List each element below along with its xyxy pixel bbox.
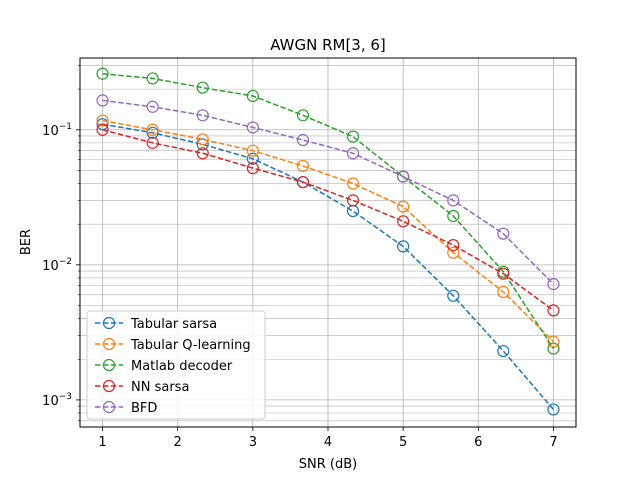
data-point <box>246 89 259 103</box>
series-line <box>102 129 554 311</box>
y-axis: 10−310−210−1 <box>42 65 80 422</box>
chart-title: AWGN RM[3, 6] <box>270 36 386 54</box>
data-point <box>447 289 460 302</box>
x-tick-label: 2 <box>174 435 182 450</box>
data-point <box>547 403 560 416</box>
data-point <box>346 177 360 190</box>
data-point <box>246 152 259 165</box>
x-tick-label: 6 <box>474 435 482 450</box>
legend-label: Matlab decoder <box>131 359 233 374</box>
legend-marker <box>102 400 116 414</box>
series-line <box>102 72 555 349</box>
series-line <box>102 123 555 410</box>
y-tick-label: 10−2 <box>42 257 72 274</box>
data-point <box>296 159 310 173</box>
data-point <box>497 344 510 358</box>
legend-marker <box>102 358 116 372</box>
data-point <box>447 194 460 207</box>
data-point <box>146 136 159 149</box>
data-point <box>246 162 259 175</box>
x-tick-label: 3 <box>249 435 257 450</box>
legend: Tabular sarsa Tabular Q-learning Matlab de… <box>86 310 266 420</box>
data-point <box>96 94 109 107</box>
y-tick-label: 10−3 <box>42 392 72 409</box>
y-tick-exponent: −2 <box>59 257 72 267</box>
data-point <box>246 144 259 157</box>
data-point <box>146 72 159 85</box>
legend-item: Tabular Q-learning <box>95 337 251 353</box>
y-tick-exponent: −1 <box>59 122 72 132</box>
data-point <box>447 246 460 259</box>
series <box>96 123 560 317</box>
data-point <box>547 304 560 317</box>
legend-marker <box>102 337 116 351</box>
series <box>96 94 560 291</box>
data-point <box>196 133 209 146</box>
data-point <box>196 147 209 160</box>
data-point <box>447 209 460 223</box>
data-point <box>346 147 360 160</box>
data-point <box>196 138 209 151</box>
data-point <box>346 194 360 207</box>
legend-box <box>86 310 266 420</box>
x-tick-label: 5 <box>399 435 407 450</box>
x-tick-label: 4 <box>324 435 332 450</box>
data-point <box>397 170 410 183</box>
series-layer <box>96 67 560 416</box>
legend-marker <box>102 379 116 393</box>
legend-label: Tabular Q-learning <box>130 338 251 353</box>
x-axis-label: SNR (dB) <box>299 457 357 472</box>
data-point <box>96 118 109 131</box>
data-point <box>146 100 159 113</box>
data-point <box>547 278 560 291</box>
data-point <box>96 67 109 80</box>
y-tick-exponent: −3 <box>59 392 72 402</box>
data-point <box>296 133 310 147</box>
data-point <box>497 267 510 280</box>
x-tick-label: 1 <box>98 435 106 450</box>
data-point <box>196 81 209 94</box>
series-line <box>102 99 554 285</box>
data-point <box>547 342 560 355</box>
legend-label: Tabular sarsa <box>130 317 217 332</box>
x-axis: 1 2 3 4 5 6 7 <box>98 427 558 450</box>
data-point <box>146 126 159 139</box>
data-point <box>397 200 410 213</box>
data-point <box>397 215 410 228</box>
legend-marker <box>102 316 116 330</box>
data-point <box>96 123 109 136</box>
data-point <box>296 109 310 122</box>
data-point <box>397 240 410 253</box>
y-tick-base: 10 <box>42 259 59 274</box>
legend-label: NN sarsa <box>131 380 189 395</box>
data-point <box>196 109 209 122</box>
y-tick-base: 10 <box>42 124 59 139</box>
data-point <box>146 123 159 136</box>
data-point <box>497 227 510 240</box>
legend-item: Tabular sarsa <box>95 316 217 332</box>
series-line <box>102 119 554 343</box>
x-tick-label: 7 <box>549 435 557 450</box>
data-point <box>296 175 310 189</box>
data-point <box>447 239 460 252</box>
series <box>96 114 560 348</box>
legend-item: BFD <box>95 400 157 416</box>
data-point <box>547 335 560 348</box>
data-point <box>246 121 259 134</box>
legend-item: NN sarsa <box>95 379 189 395</box>
legend-label: BFD <box>131 401 157 416</box>
y-axis-label: BER <box>19 229 34 255</box>
data-point <box>497 285 510 299</box>
legend-item: Matlab decoder <box>95 358 233 374</box>
y-tick-label: 10−1 <box>42 122 72 139</box>
y-tick-base: 10 <box>42 394 59 409</box>
data-point <box>346 130 360 143</box>
data-point <box>96 114 109 127</box>
